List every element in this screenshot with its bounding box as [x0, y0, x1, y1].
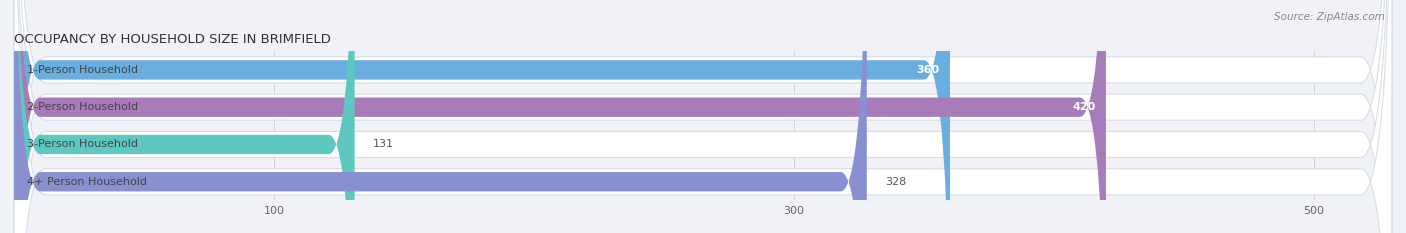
FancyBboxPatch shape	[14, 0, 1107, 233]
FancyBboxPatch shape	[14, 0, 950, 233]
Text: 328: 328	[884, 177, 907, 187]
FancyBboxPatch shape	[14, 0, 1392, 233]
FancyBboxPatch shape	[14, 0, 1392, 233]
FancyBboxPatch shape	[14, 0, 354, 233]
Text: Source: ZipAtlas.com: Source: ZipAtlas.com	[1274, 12, 1385, 22]
FancyBboxPatch shape	[14, 0, 1392, 233]
FancyBboxPatch shape	[14, 0, 866, 233]
Text: 360: 360	[917, 65, 939, 75]
Text: 1-Person Household: 1-Person Household	[27, 65, 138, 75]
Text: 3-Person Household: 3-Person Household	[27, 140, 138, 149]
Text: 420: 420	[1073, 102, 1095, 112]
Text: 4+ Person Household: 4+ Person Household	[27, 177, 148, 187]
Text: 2-Person Household: 2-Person Household	[27, 102, 138, 112]
Text: OCCUPANCY BY HOUSEHOLD SIZE IN BRIMFIELD: OCCUPANCY BY HOUSEHOLD SIZE IN BRIMFIELD	[14, 33, 330, 46]
Text: 131: 131	[373, 140, 394, 149]
FancyBboxPatch shape	[14, 0, 1392, 233]
